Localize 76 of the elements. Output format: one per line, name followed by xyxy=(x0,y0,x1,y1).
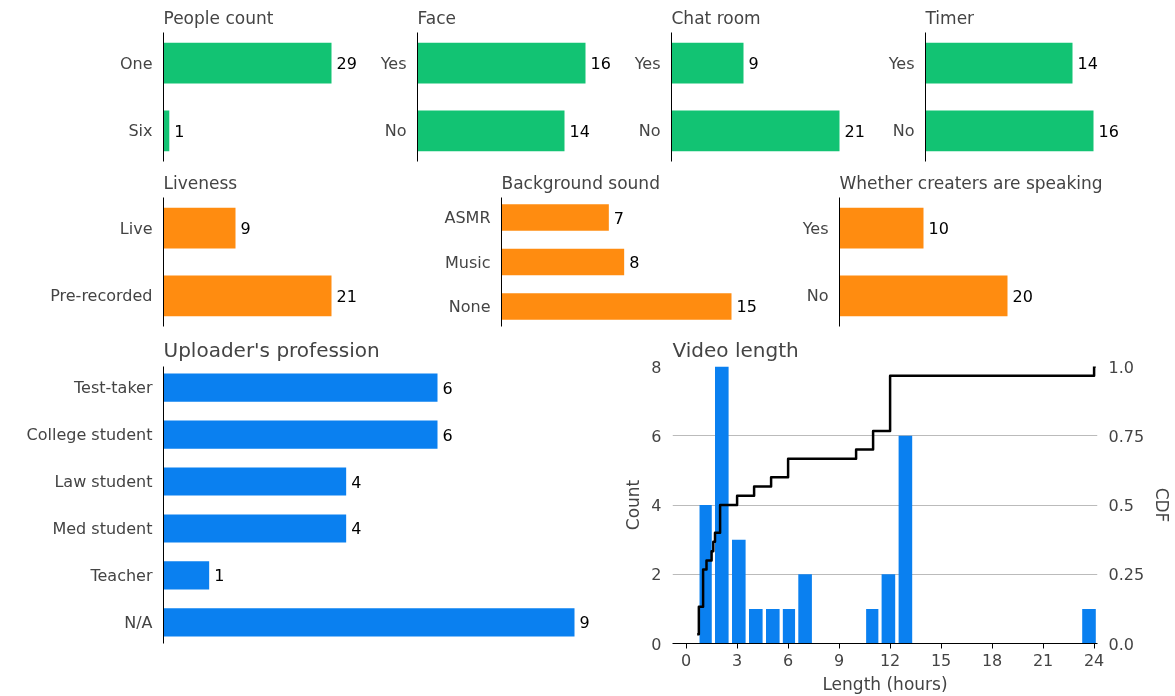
y-tick-label: 6 xyxy=(651,426,662,446)
y-tick-label: Live xyxy=(119,218,153,238)
bar xyxy=(163,514,347,543)
data-label: 16 xyxy=(1098,121,1119,141)
chart-title: Uploader's profession xyxy=(163,337,380,362)
chart-title: People count xyxy=(163,7,274,28)
x-tick-label: 24 xyxy=(1083,650,1105,670)
chart-title: Whether creaters are speaking xyxy=(839,172,1103,193)
y-axis-title: Count xyxy=(623,479,644,531)
y-tick-label: No xyxy=(806,286,829,306)
bar xyxy=(163,561,210,590)
x-tick-label: 6 xyxy=(783,650,794,670)
data-label: 10 xyxy=(928,219,949,239)
chart-title: Background sound xyxy=(501,172,660,193)
data-label: 9 xyxy=(579,613,590,633)
x-tick-label: 12 xyxy=(879,650,901,670)
y-tick-label: 4 xyxy=(651,496,662,515)
x-tick-label: 9 xyxy=(834,650,845,670)
y-tick-label: 0 xyxy=(651,634,662,654)
y-tick-label: One xyxy=(119,53,153,73)
data-label: 7 xyxy=(613,208,625,228)
y-tick-label: Med student xyxy=(52,518,153,538)
x-tick-label: 21 xyxy=(1032,650,1054,670)
y-tick-label: Six xyxy=(128,121,153,141)
data-label: 14 xyxy=(1077,54,1098,74)
data-label: 1 xyxy=(174,121,185,141)
y-tick-label: No xyxy=(892,121,915,141)
y-tick-label: No xyxy=(638,121,661,141)
x-tick-label: 0 xyxy=(681,650,692,670)
data-label: 21 xyxy=(336,286,357,306)
chart-title: Liveness xyxy=(163,172,238,193)
chart-title: Chat room xyxy=(671,7,761,28)
data-label: 21 xyxy=(844,121,865,141)
data-label: 15 xyxy=(736,297,757,317)
y-tick-label: No xyxy=(384,121,407,141)
data-label: 14 xyxy=(569,121,590,141)
data-label: 4 xyxy=(351,519,362,539)
y-tick-label: Law student xyxy=(54,472,153,492)
data-label: 20 xyxy=(1012,286,1033,306)
y2-axis-title: CDF xyxy=(1152,487,1173,523)
y-tick-label: 8 xyxy=(651,357,662,377)
y-tick-label: ASMR xyxy=(444,208,491,228)
chart-title: Video length xyxy=(672,337,799,362)
bar xyxy=(163,373,438,402)
x-tick-label: 15 xyxy=(930,650,952,670)
y-tick-label: Teacher xyxy=(89,565,153,585)
x-tick-label: 18 xyxy=(981,650,1003,670)
data-label: 4 xyxy=(351,472,362,492)
chart-title: Face xyxy=(417,7,456,28)
y2-tick-label: 1.0 xyxy=(1108,357,1134,377)
y-tick-label: Pre-recorded xyxy=(50,286,153,306)
y-tick-label: None xyxy=(448,296,491,316)
y2-tick-label: 0.5 xyxy=(1108,496,1134,515)
data-label: 9 xyxy=(240,219,251,239)
bar xyxy=(163,608,575,637)
y2-tick-label: 0.0 xyxy=(1108,634,1134,654)
bar xyxy=(163,420,438,449)
bar xyxy=(163,467,347,496)
y-tick-label: Yes xyxy=(887,53,915,73)
y-tick-label: Music xyxy=(444,252,491,272)
y-tick-label: 2 xyxy=(651,565,662,585)
y-tick-label: Yes xyxy=(801,218,829,238)
y-tick-label: Test-taker xyxy=(73,378,153,398)
data-label: 9 xyxy=(748,54,759,74)
y2-tick-label: 0.75 xyxy=(1108,426,1145,446)
data-label: 1 xyxy=(214,566,225,586)
y-tick-label: Yes xyxy=(379,53,407,73)
y2-tick-label: 0.25 xyxy=(1108,565,1145,585)
y-tick-label: College student xyxy=(26,425,153,445)
x-tick-label: 3 xyxy=(732,650,743,670)
chart-title: Timer xyxy=(924,7,975,28)
y-tick-label: Yes xyxy=(633,53,661,73)
data-label: 16 xyxy=(590,54,611,74)
x-axis-title: Length (hours) xyxy=(822,673,948,694)
data-label: 29 xyxy=(336,54,357,74)
y-tick-label: N/A xyxy=(124,612,153,632)
